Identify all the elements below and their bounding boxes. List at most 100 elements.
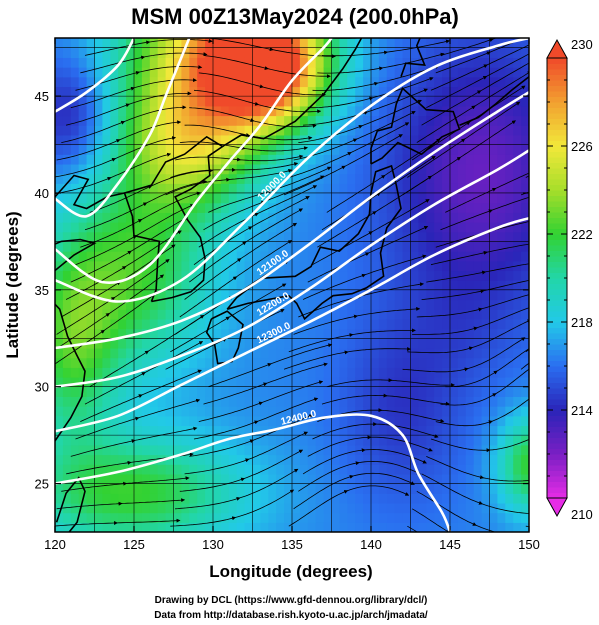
heatmap-cell: [355, 212, 364, 223]
heatmap-cell: [489, 260, 498, 272]
heatmap-cell: [323, 76, 333, 88]
heatmap-cell: [189, 115, 198, 126]
heatmap-cell: [102, 163, 111, 175]
heatmap-cell: [181, 183, 190, 194]
heatmap-cell: [513, 299, 522, 310]
heatmap-cell: [489, 502, 498, 514]
heatmap-cell: [331, 270, 340, 281]
heatmap-cell: [505, 386, 514, 397]
heatmap-cell: [260, 125, 269, 136]
heatmap-cell: [434, 289, 443, 301]
heatmap-cell: [434, 347, 443, 359]
heatmap-cell: [481, 522, 491, 532]
heatmap-cell: [513, 105, 522, 117]
heatmap-cell: [110, 154, 119, 165]
heatmap-cell: [402, 309, 412, 320]
heatmap-cell: [70, 57, 80, 68]
heatmap-cell: [355, 309, 364, 320]
heatmap-cell: [55, 347, 64, 359]
heatmap-cell: [339, 406, 348, 417]
heatmap-cell: [165, 144, 175, 155]
heatmap-cell: [489, 435, 498, 446]
heatmap-cell: [323, 377, 333, 388]
heatmap-cell: [363, 231, 372, 243]
heatmap-cell: [276, 212, 285, 223]
heatmap-cell: [110, 396, 119, 407]
heatmap-cell: [213, 522, 222, 532]
heatmap-cell: [347, 464, 356, 475]
heatmap-cell: [481, 425, 491, 436]
heatmap-cell: [268, 444, 277, 456]
heatmap-cell: [141, 299, 151, 310]
heatmap-cell: [331, 415, 340, 427]
heatmap-cell: [205, 202, 214, 213]
heatmap-cell: [165, 86, 175, 97]
heatmap-cell: [205, 144, 214, 155]
heatmap-cell: [307, 347, 317, 359]
streamline-arrow: [232, 276, 238, 281]
heatmap-cell: [513, 493, 522, 504]
heatmap-cell: [244, 502, 254, 514]
heatmap-cell: [521, 522, 529, 532]
streamline-arrow: [378, 66, 384, 71]
heatmap-cell: [513, 512, 522, 523]
heatmap-cell: [86, 280, 96, 291]
heatmap-cell: [442, 67, 451, 78]
heatmap-cell: [371, 163, 380, 175]
heatmap-cell: [197, 173, 206, 184]
heatmap-cell: [299, 86, 309, 97]
heatmap-cell: [394, 357, 404, 368]
heatmap-cell: [418, 318, 427, 330]
heatmap-cell: [197, 464, 206, 475]
heatmap-cell: [292, 212, 301, 223]
heatmap-cell: [363, 67, 372, 78]
heatmap-cell: [331, 444, 340, 456]
heatmap-cell: [473, 406, 483, 417]
heatmap-cell: [197, 105, 206, 117]
streamline-arrow: [488, 420, 493, 425]
colorbar-tick-label: 218: [571, 315, 593, 330]
heatmap-cell: [450, 473, 459, 485]
colorbar-segment: [547, 476, 567, 482]
heatmap-cell: [236, 67, 246, 78]
heatmap-cell: [110, 328, 119, 339]
heatmap-cell: [307, 318, 317, 330]
heatmap-cell: [331, 105, 340, 117]
colorbar-segment: [547, 256, 567, 262]
heatmap-cell: [102, 309, 111, 320]
streamline-arrow: [267, 189, 272, 194]
heatmap-cell: [465, 464, 475, 475]
heatmap-cell: [205, 299, 214, 310]
heatmap-cell: [118, 347, 127, 359]
heatmap-cell: [521, 328, 529, 339]
heatmap-cell: [355, 154, 364, 165]
heatmap-cell: [205, 67, 214, 78]
heatmap-cell: [355, 67, 364, 78]
heatmap-cell: [307, 357, 317, 368]
heatmap-cell: [418, 309, 427, 320]
heatmap-cell: [94, 454, 103, 465]
heatmap-cell: [371, 289, 380, 301]
heatmap-cell: [371, 231, 380, 243]
heatmap-cell: [236, 357, 246, 368]
heatmap-cell: [149, 222, 159, 233]
heatmap-cell: [371, 406, 380, 417]
heatmap-cell: [165, 96, 175, 107]
heatmap-cell: [118, 357, 127, 368]
heatmap-cell: [284, 76, 293, 88]
heatmap-cell: [173, 309, 182, 320]
heatmap-cell: [94, 183, 103, 194]
heatmap-cell: [363, 280, 372, 291]
heatmap-cell: [355, 241, 364, 252]
heatmap-cell: [497, 280, 506, 291]
heatmap-cell: [268, 260, 277, 272]
heatmap-cell: [205, 260, 214, 272]
heatmap-cell: [394, 464, 404, 475]
heatmap-cell: [363, 464, 372, 475]
heatmap-cell: [386, 318, 396, 330]
heatmap-cell: [450, 406, 459, 417]
heatmap-cell: [268, 76, 277, 88]
heatmap-cell: [450, 154, 459, 165]
heatmap-cell: [307, 289, 317, 301]
heatmap-cell: [149, 386, 159, 397]
